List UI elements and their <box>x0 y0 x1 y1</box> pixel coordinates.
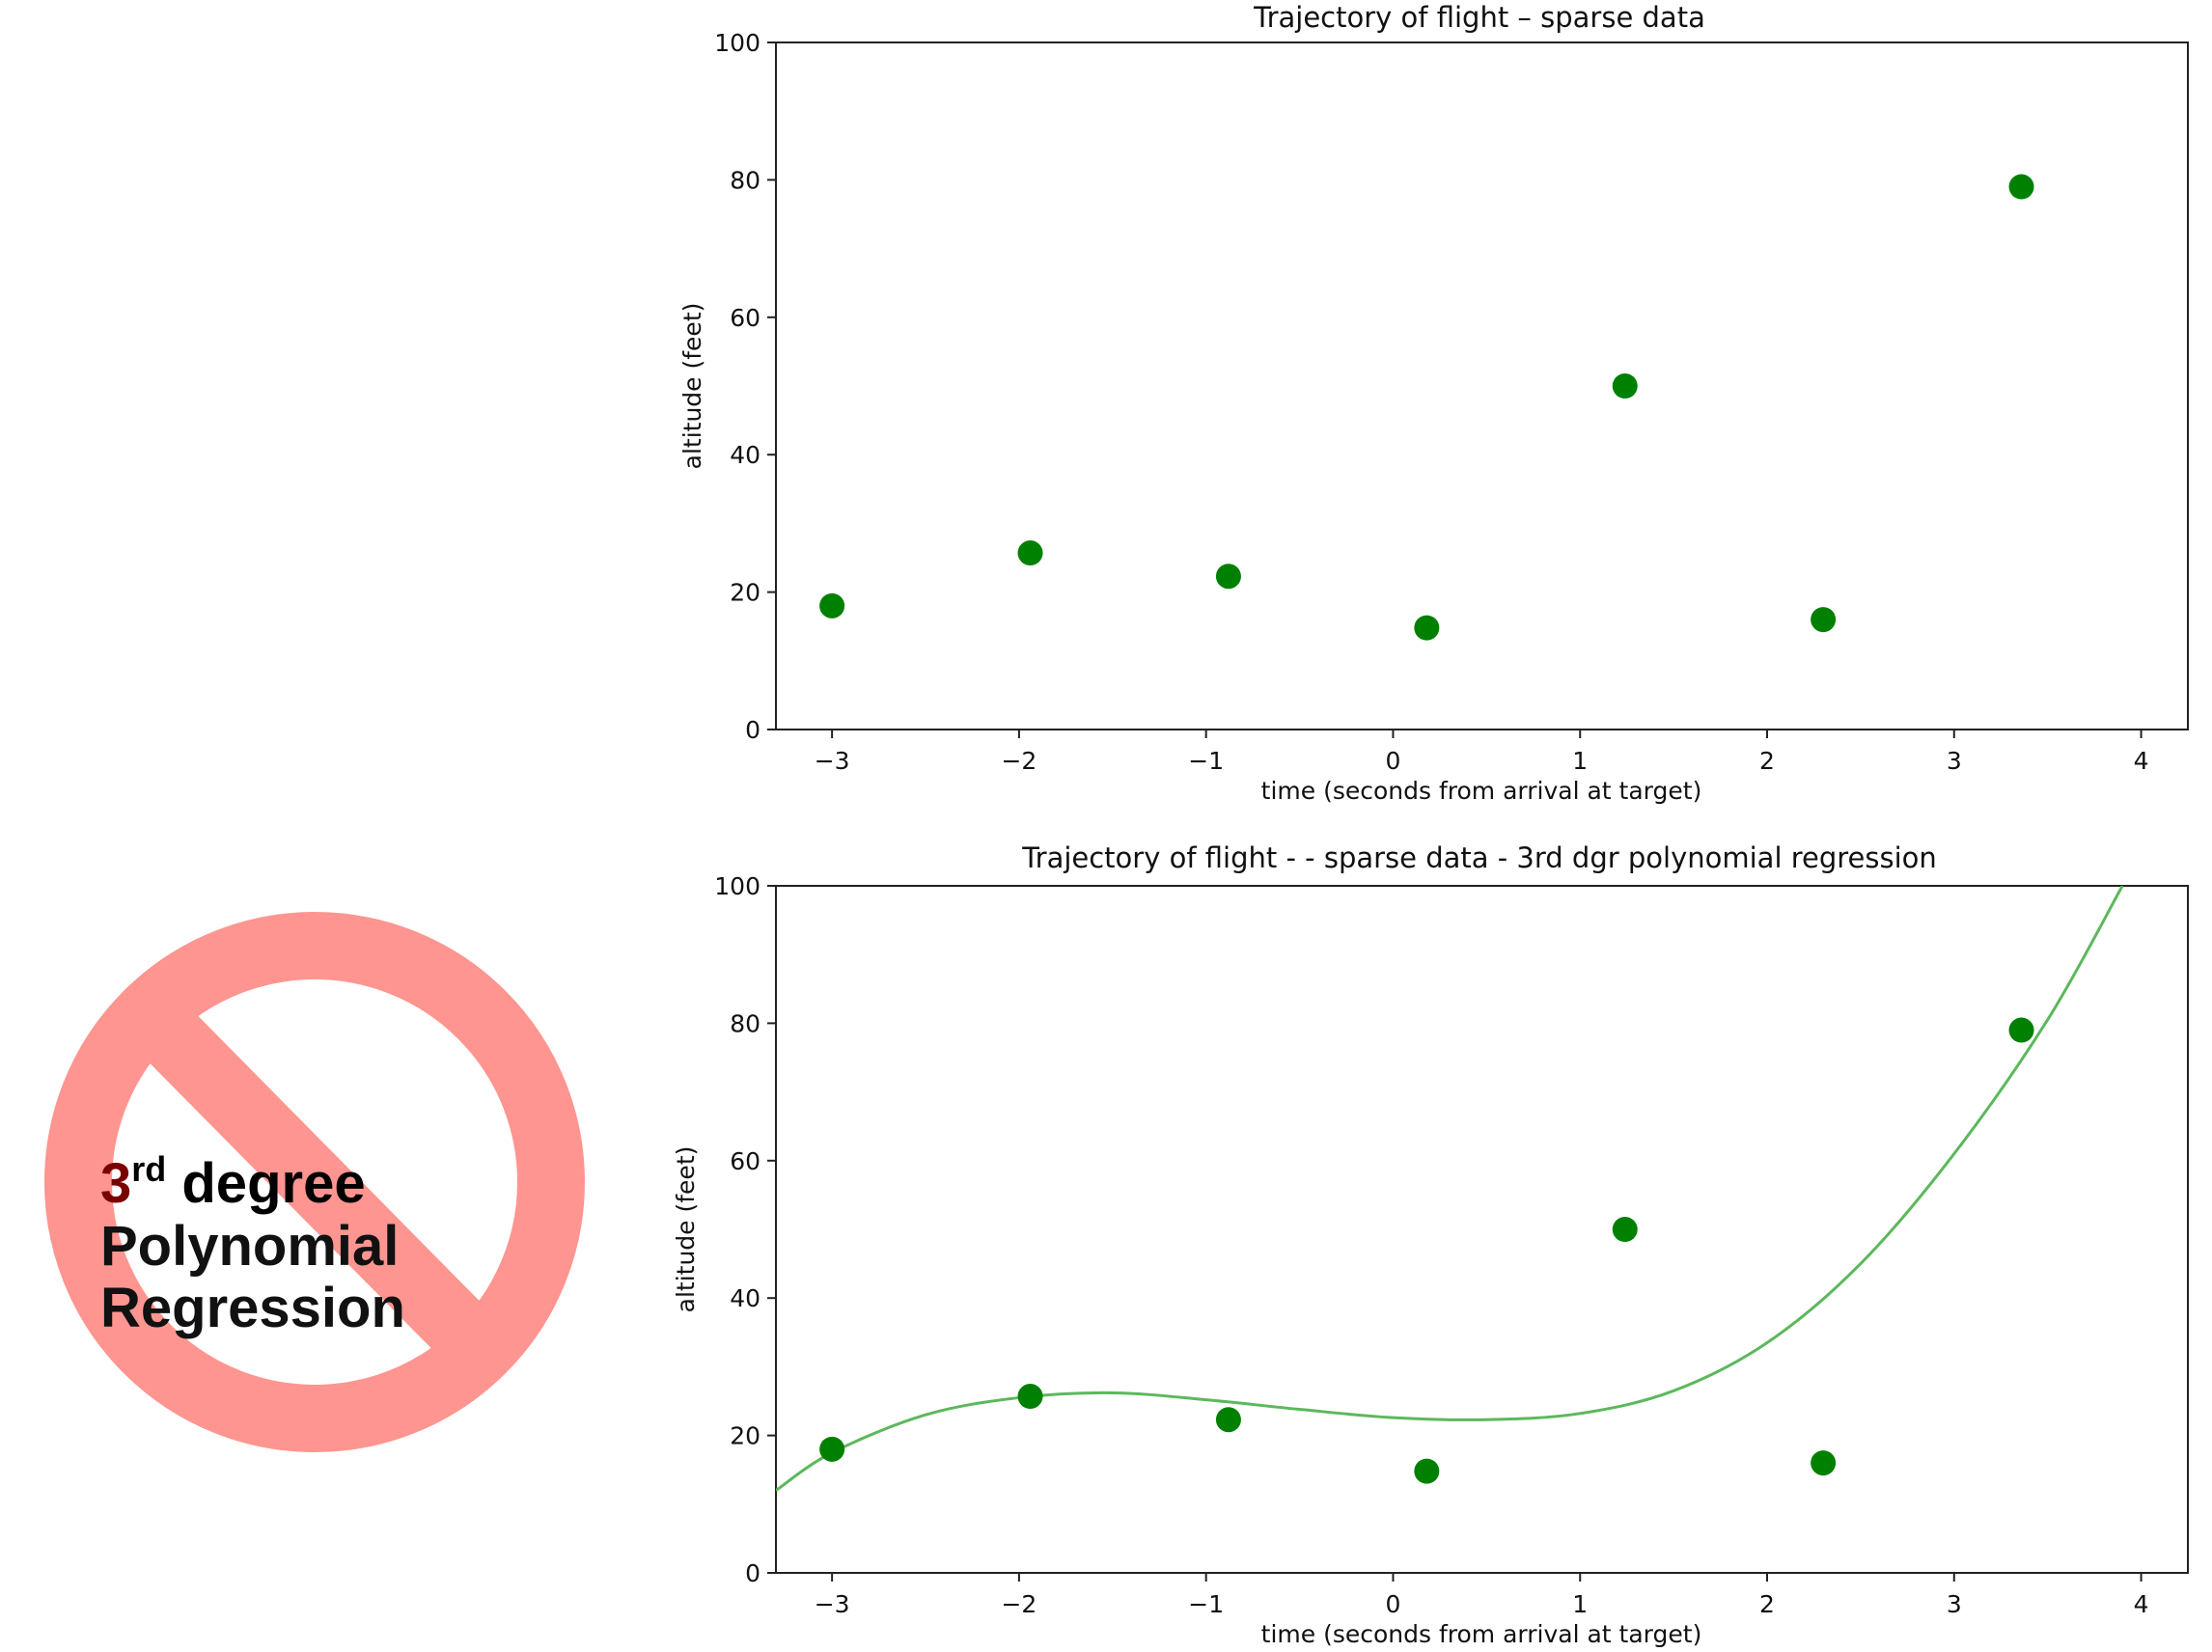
y-tick-label: 100 <box>714 29 760 57</box>
x-tick-label: −2 <box>1001 1590 1037 1618</box>
data-point <box>1215 564 1241 590</box>
y-tick-label: 60 <box>730 1147 760 1175</box>
x-tick-label: 1 <box>1572 747 1588 775</box>
y-tick-label: 0 <box>745 716 760 744</box>
sign-line-3: Regression <box>100 1277 405 1339</box>
y-tick-label: 20 <box>730 579 760 607</box>
x-tick-label: −2 <box>1001 747 1037 775</box>
sparse-data-chart: Trajectory of flight – sparse data 02040… <box>678 1 2189 805</box>
chart-title: Trajectory of flight - - sparse data - 3… <box>1021 841 1937 874</box>
y-axis-label: altitude (feet) <box>672 1146 700 1313</box>
x-tick-label: −3 <box>815 747 850 775</box>
prohibition-slash <box>145 1010 484 1354</box>
polynomial-regression-chart: Trajectory of flight - - sparse data - 3… <box>672 841 2189 1648</box>
sign-line-1-rest: degree <box>166 1152 365 1215</box>
x-tick-label: 4 <box>2134 747 2149 775</box>
y-axis: 0 20 40 60 80 100 <box>714 872 776 1587</box>
data-point <box>819 1436 845 1462</box>
fit-curve-layer <box>776 886 2124 1492</box>
y-tick-label: 80 <box>730 1009 760 1037</box>
y-tick-label: 0 <box>745 1559 760 1587</box>
data-point <box>1612 1217 1638 1242</box>
data-point <box>2008 174 2034 200</box>
prohibition-sign: 3rd degree Polynomial Regression <box>44 912 585 1452</box>
y-axis: 0 20 40 60 80 100 <box>714 29 776 744</box>
sign-line-1-main: 3 <box>100 1152 131 1215</box>
y-tick-label: 80 <box>730 166 760 194</box>
y-axis-label: altitude (feet) <box>678 303 706 470</box>
x-tick-label: 3 <box>1947 1590 1962 1618</box>
data-point <box>1612 373 1638 399</box>
data-point <box>1811 1450 1837 1476</box>
x-tick-label: −1 <box>1188 1590 1224 1618</box>
scatter-series <box>819 174 2034 641</box>
y-tick-label: 40 <box>730 441 760 469</box>
data-point <box>1811 607 1837 633</box>
chart-title: Trajectory of flight – sparse data <box>1253 1 1705 34</box>
data-point <box>819 592 845 619</box>
y-tick-label: 100 <box>714 872 760 900</box>
plot-frame <box>775 885 2189 1574</box>
x-tick-label: 0 <box>1386 1590 1401 1618</box>
scatter-series <box>819 1017 2034 1484</box>
sign-line-1-sup: rd <box>131 1149 166 1189</box>
data-point <box>1017 540 1043 566</box>
data-point <box>1414 1458 1440 1484</box>
x-tick-label: 3 <box>1947 747 1962 775</box>
x-tick-label: 2 <box>1759 747 1775 775</box>
data-point <box>1414 615 1440 641</box>
data-point <box>1215 1407 1241 1433</box>
x-tick-label: 1 <box>1572 1590 1588 1618</box>
x-tick-label: 0 <box>1386 747 1401 775</box>
y-tick-label: 60 <box>730 304 760 332</box>
x-tick-label: 4 <box>2134 1590 2149 1618</box>
x-tick-label: 2 <box>1759 1590 1775 1618</box>
x-tick-label: −3 <box>815 1590 850 1618</box>
x-axis-label: time (seconds from arrival at target) <box>1261 777 1702 805</box>
x-axis: −3 −2 −1 0 1 2 3 4 <box>815 1573 2149 1618</box>
sign-line-2: Polynomial <box>100 1215 399 1278</box>
y-tick-label: 20 <box>730 1422 760 1450</box>
data-point <box>1017 1384 1043 1410</box>
x-axis-label: time (seconds from arrival at target) <box>1261 1620 1702 1648</box>
data-point <box>2008 1017 2034 1043</box>
sign-line-1: 3rd degree <box>100 1149 366 1215</box>
y-tick-label: 40 <box>730 1284 760 1312</box>
x-tick-label: −1 <box>1188 747 1224 775</box>
prohibition-ring <box>44 912 585 1452</box>
regression-curve <box>776 886 2124 1492</box>
plot-frame <box>775 41 2189 730</box>
x-axis: −3 −2 −1 0 1 2 3 4 <box>815 730 2149 775</box>
